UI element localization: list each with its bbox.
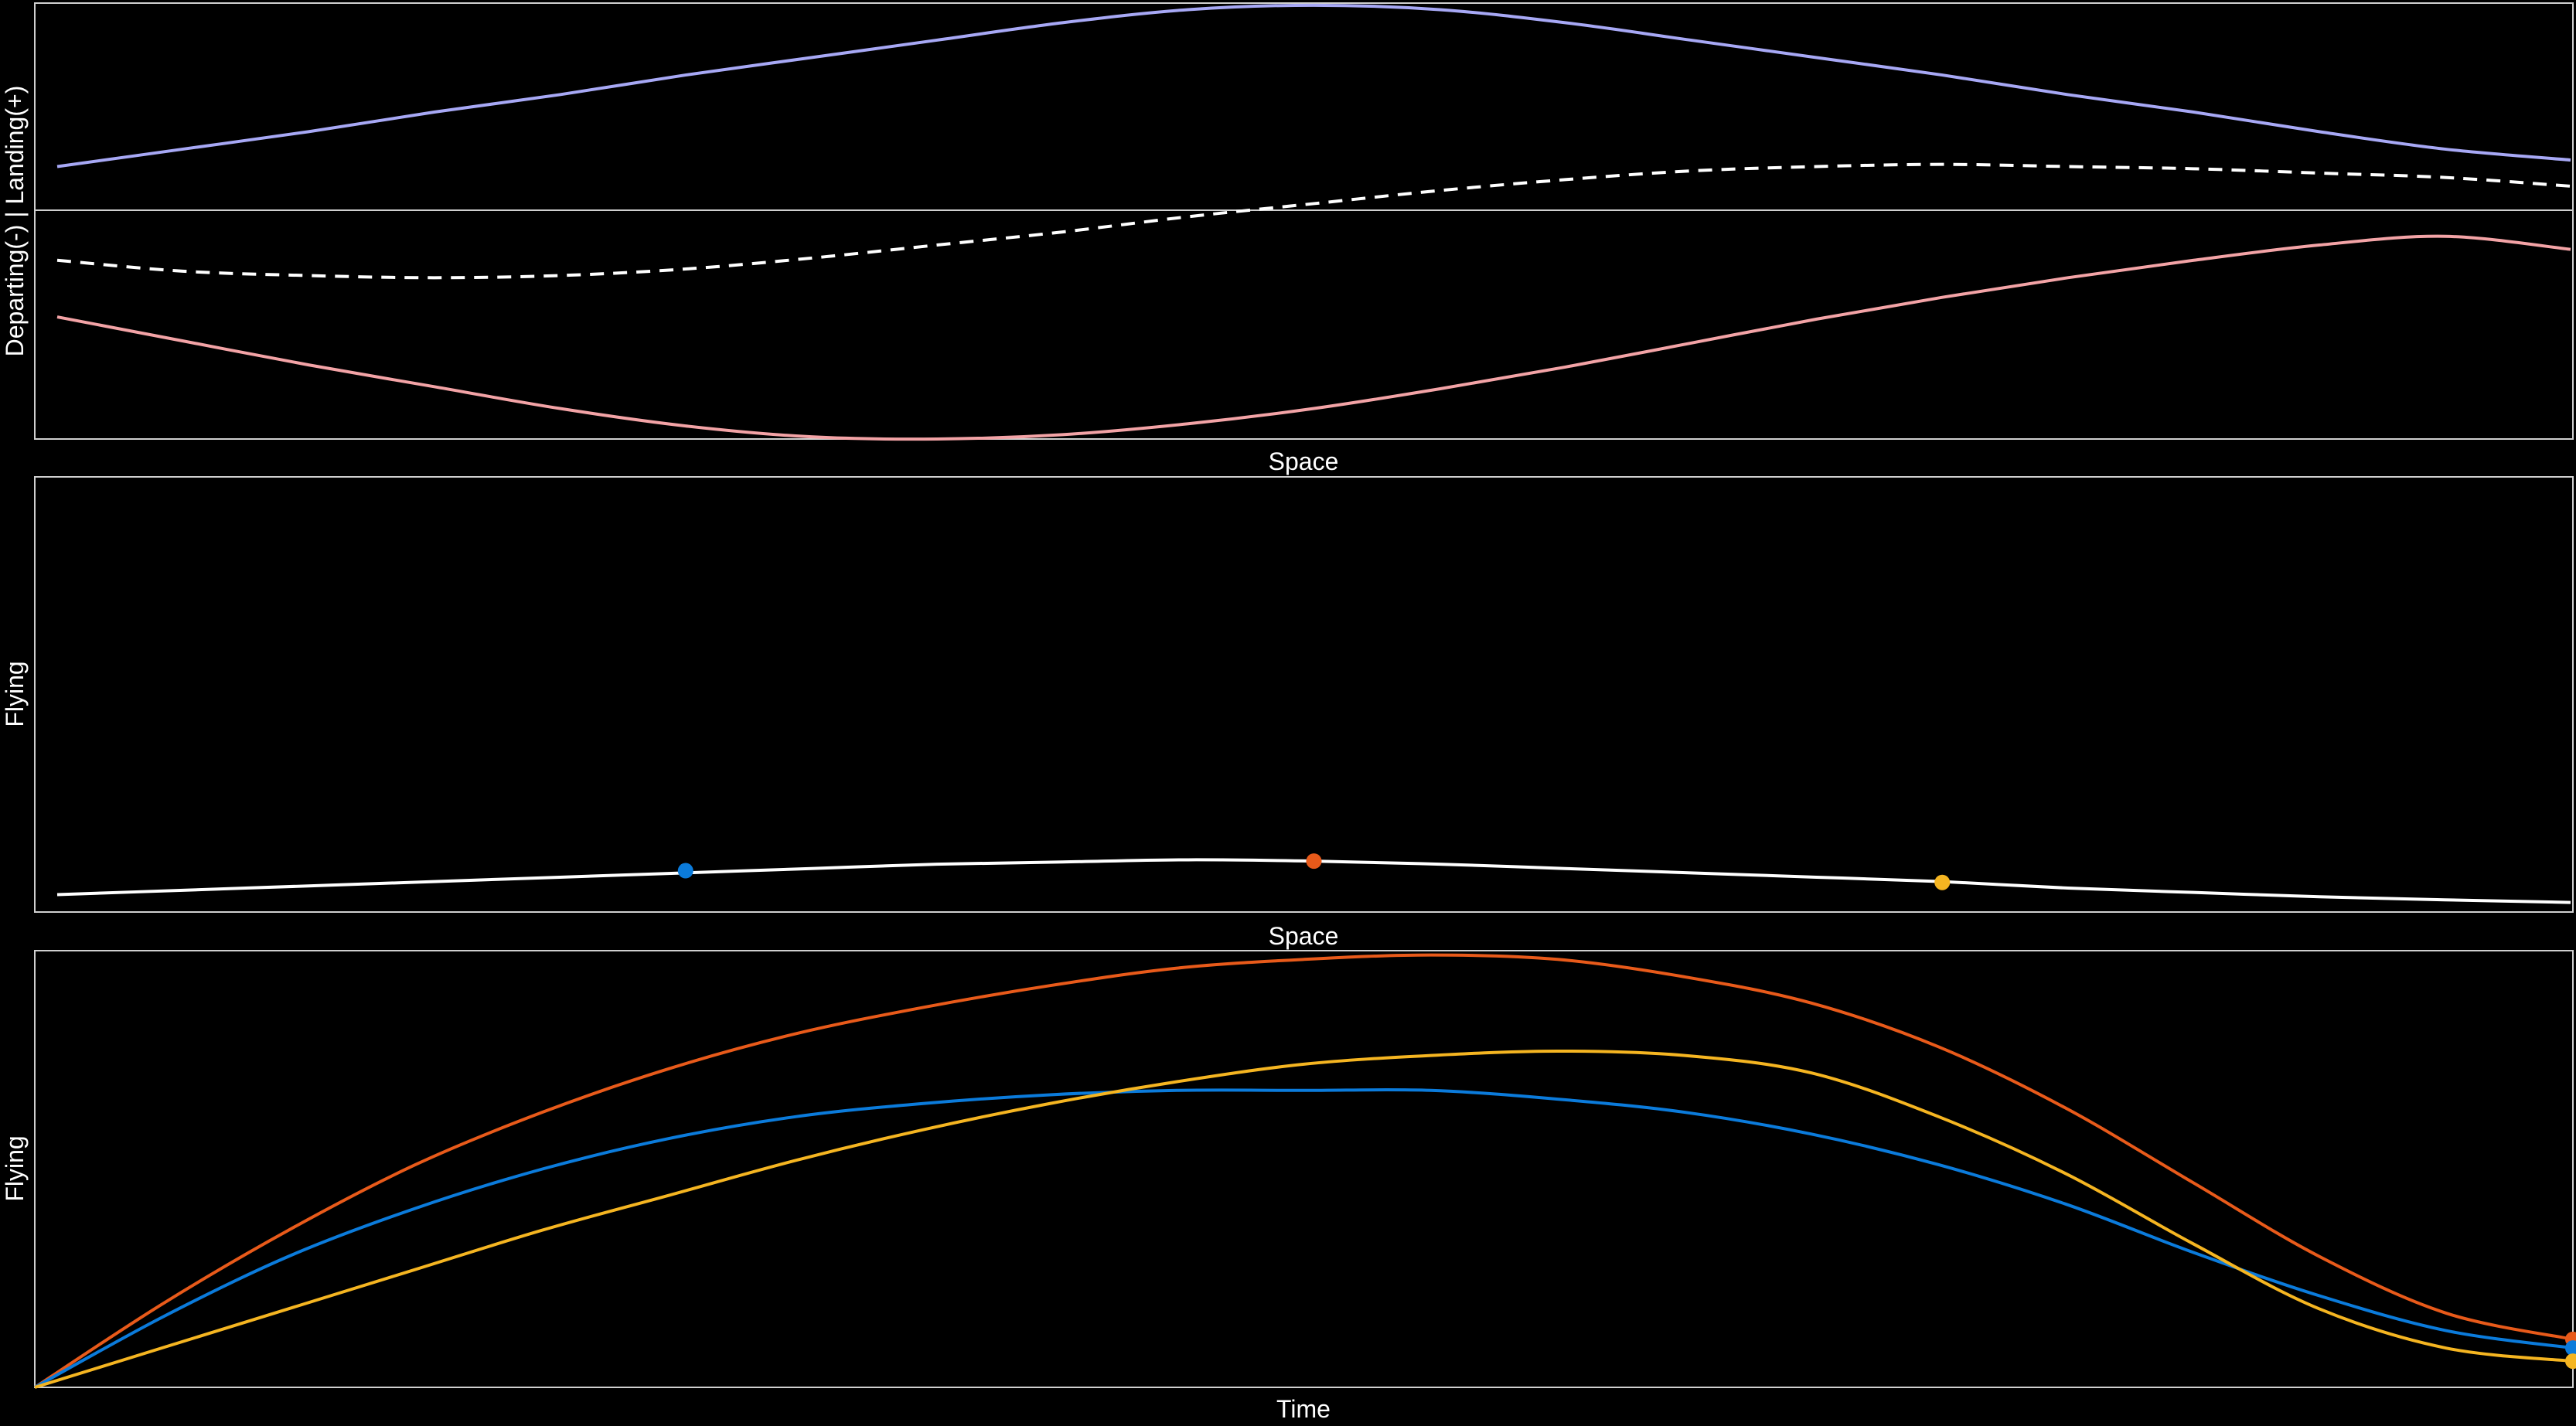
panel-0-series-line-0 (56, 3, 2571, 168)
panel-top-xlabel: Space (1269, 448, 1339, 475)
panel-1-marker-0 (677, 863, 693, 879)
panel-bottom-xlabel: Time (1276, 1395, 1331, 1422)
panel-middle: Space Flying (1, 476, 2574, 950)
panel-middle-ylabel: Flying (1, 661, 29, 727)
panel-middle-series-group (56, 853, 2571, 904)
panel-2-series-line-1 (34, 1087, 2574, 1389)
panel-1-marker-2 (1934, 874, 1951, 890)
panel-bottom-ylabel: Flying (1, 1135, 29, 1201)
panel-1-marker-1 (1306, 853, 1322, 870)
panel-middle-frame (34, 476, 2574, 913)
panel-0-series-line-2 (56, 162, 2571, 280)
panel-top: Space Departing(-) | Landing(+) (1, 2, 2574, 475)
panel-2-marker-1 (2565, 1340, 2576, 1356)
panel-top-frame (34, 2, 2574, 440)
panel-middle-xlabel: Space (1269, 922, 1339, 950)
panel-2-marker-2 (2565, 1353, 2576, 1370)
panel-2-series-line-2 (34, 1049, 2574, 1389)
panel-bottom-frame (34, 950, 2574, 1388)
panel-bottom: Time Flying (1, 950, 2576, 1423)
panel-top-ylabel: Departing(-) | Landing(+) (1, 86, 29, 357)
panel-top-series-group (56, 3, 2571, 441)
panel-2-series-line-0 (33, 953, 2574, 1389)
panel-0-series-line-1 (56, 234, 2571, 441)
panel-bottom-series-group (33, 953, 2576, 1389)
